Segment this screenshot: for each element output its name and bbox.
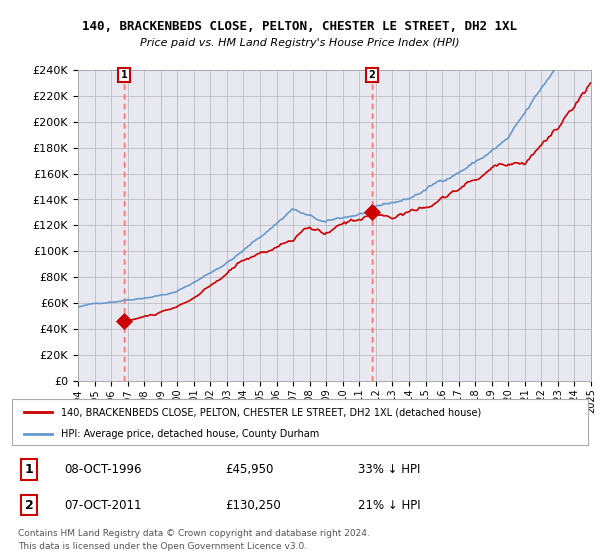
Text: 2: 2 <box>25 499 34 512</box>
Text: 21% ↓ HPI: 21% ↓ HPI <box>358 499 420 512</box>
Text: 2: 2 <box>368 70 376 80</box>
Point <box>119 317 128 326</box>
Text: HPI: Average price, detached house, County Durham: HPI: Average price, detached house, Coun… <box>61 429 319 438</box>
Text: 140, BRACKENBEDS CLOSE, PELTON, CHESTER LE STREET, DH2 1XL (detached house): 140, BRACKENBEDS CLOSE, PELTON, CHESTER … <box>61 407 481 417</box>
Text: 1: 1 <box>121 70 127 80</box>
Text: £45,950: £45,950 <box>225 463 274 476</box>
Text: 33% ↓ HPI: 33% ↓ HPI <box>358 463 420 476</box>
Text: 07-OCT-2011: 07-OCT-2011 <box>64 499 142 512</box>
Text: 140, BRACKENBEDS CLOSE, PELTON, CHESTER LE STREET, DH2 1XL: 140, BRACKENBEDS CLOSE, PELTON, CHESTER … <box>83 20 517 32</box>
Text: This data is licensed under the Open Government Licence v3.0.: This data is licensed under the Open Gov… <box>18 542 307 551</box>
Text: £130,250: £130,250 <box>225 499 281 512</box>
Text: Price paid vs. HM Land Registry's House Price Index (HPI): Price paid vs. HM Land Registry's House … <box>140 38 460 48</box>
Point <box>367 208 377 217</box>
Text: 08-OCT-1996: 08-OCT-1996 <box>64 463 142 476</box>
Text: 1: 1 <box>25 463 34 476</box>
Text: Contains HM Land Registry data © Crown copyright and database right 2024.: Contains HM Land Registry data © Crown c… <box>18 529 370 538</box>
